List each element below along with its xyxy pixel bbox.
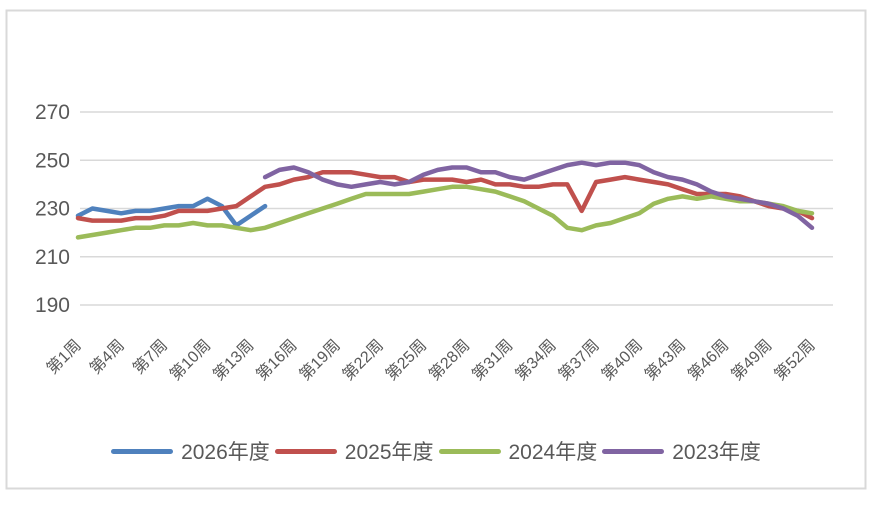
y-axis-label-250: 250 (35, 149, 70, 172)
x-axis-label-week-49: 第49周 (728, 336, 776, 384)
x-axis-label-week-43: 第43周 (641, 336, 689, 384)
x-axis-label-week-13: 第13周 (210, 336, 258, 384)
legend-item-2024[interactable]: 2024年度 (438, 436, 598, 466)
x-axis-label-week-7: 第7周 (130, 336, 172, 378)
legend-swatch-2024 (438, 448, 501, 454)
series-line-2023[interactable] (262, 160, 815, 231)
y-axis-label-270: 270 (35, 101, 70, 124)
x-axis-label-week-19: 第19周 (296, 336, 344, 384)
legend-label-2025: 2025年度 (344, 441, 434, 464)
series-line-2024[interactable] (75, 184, 815, 240)
chart-frame (5, 9, 867, 490)
x-axis-label-week-22: 第22周 (339, 336, 387, 384)
x-axis-label-week-1: 第1周 (43, 336, 85, 378)
y-axis-label-190: 190 (35, 294, 70, 317)
x-axis-label-week-52: 第52周 (771, 336, 819, 384)
series-line-2026[interactable] (75, 196, 268, 228)
legend-label-2023: 2023年度 (672, 441, 761, 464)
legend-label-2024: 2024年度 (508, 441, 598, 464)
x-axis-label-week-37: 第37周 (555, 336, 603, 384)
chart-legend: 2026年度 2025年度 2024年度 2023年度 (0, 436, 872, 466)
legend-label-2026: 2026年度 (181, 441, 270, 464)
x-axis-label-week-40: 第40周 (598, 336, 646, 384)
legend-swatch-2025 (274, 448, 337, 454)
x-axis-label-week-46: 第46周 (685, 336, 733, 384)
x-axis-label-week-28: 第28周 (425, 336, 473, 384)
legend-item-2023[interactable]: 2023年度 (602, 436, 761, 466)
x-axis-label-week-31: 第31周 (469, 336, 517, 384)
x-axis-label-week-16: 第16周 (253, 336, 301, 384)
x-axis-label-week-25: 第25周 (382, 336, 430, 384)
y-axis-label-210: 210 (35, 246, 70, 269)
legend-swatch-2023 (602, 448, 665, 454)
legend-item-2025[interactable]: 2025年度 (274, 436, 434, 466)
x-axis-label-week-4: 第4周 (86, 336, 128, 378)
legend-swatch-2026 (111, 448, 174, 454)
legend-item-2026[interactable]: 2026年度 (111, 436, 270, 466)
x-axis-label-week-10: 第10周 (166, 336, 214, 384)
series-line-2025[interactable] (75, 170, 815, 223)
x-axis-label-week-34: 第34周 (512, 336, 560, 384)
y-axis-label-230: 230 (35, 198, 70, 221)
